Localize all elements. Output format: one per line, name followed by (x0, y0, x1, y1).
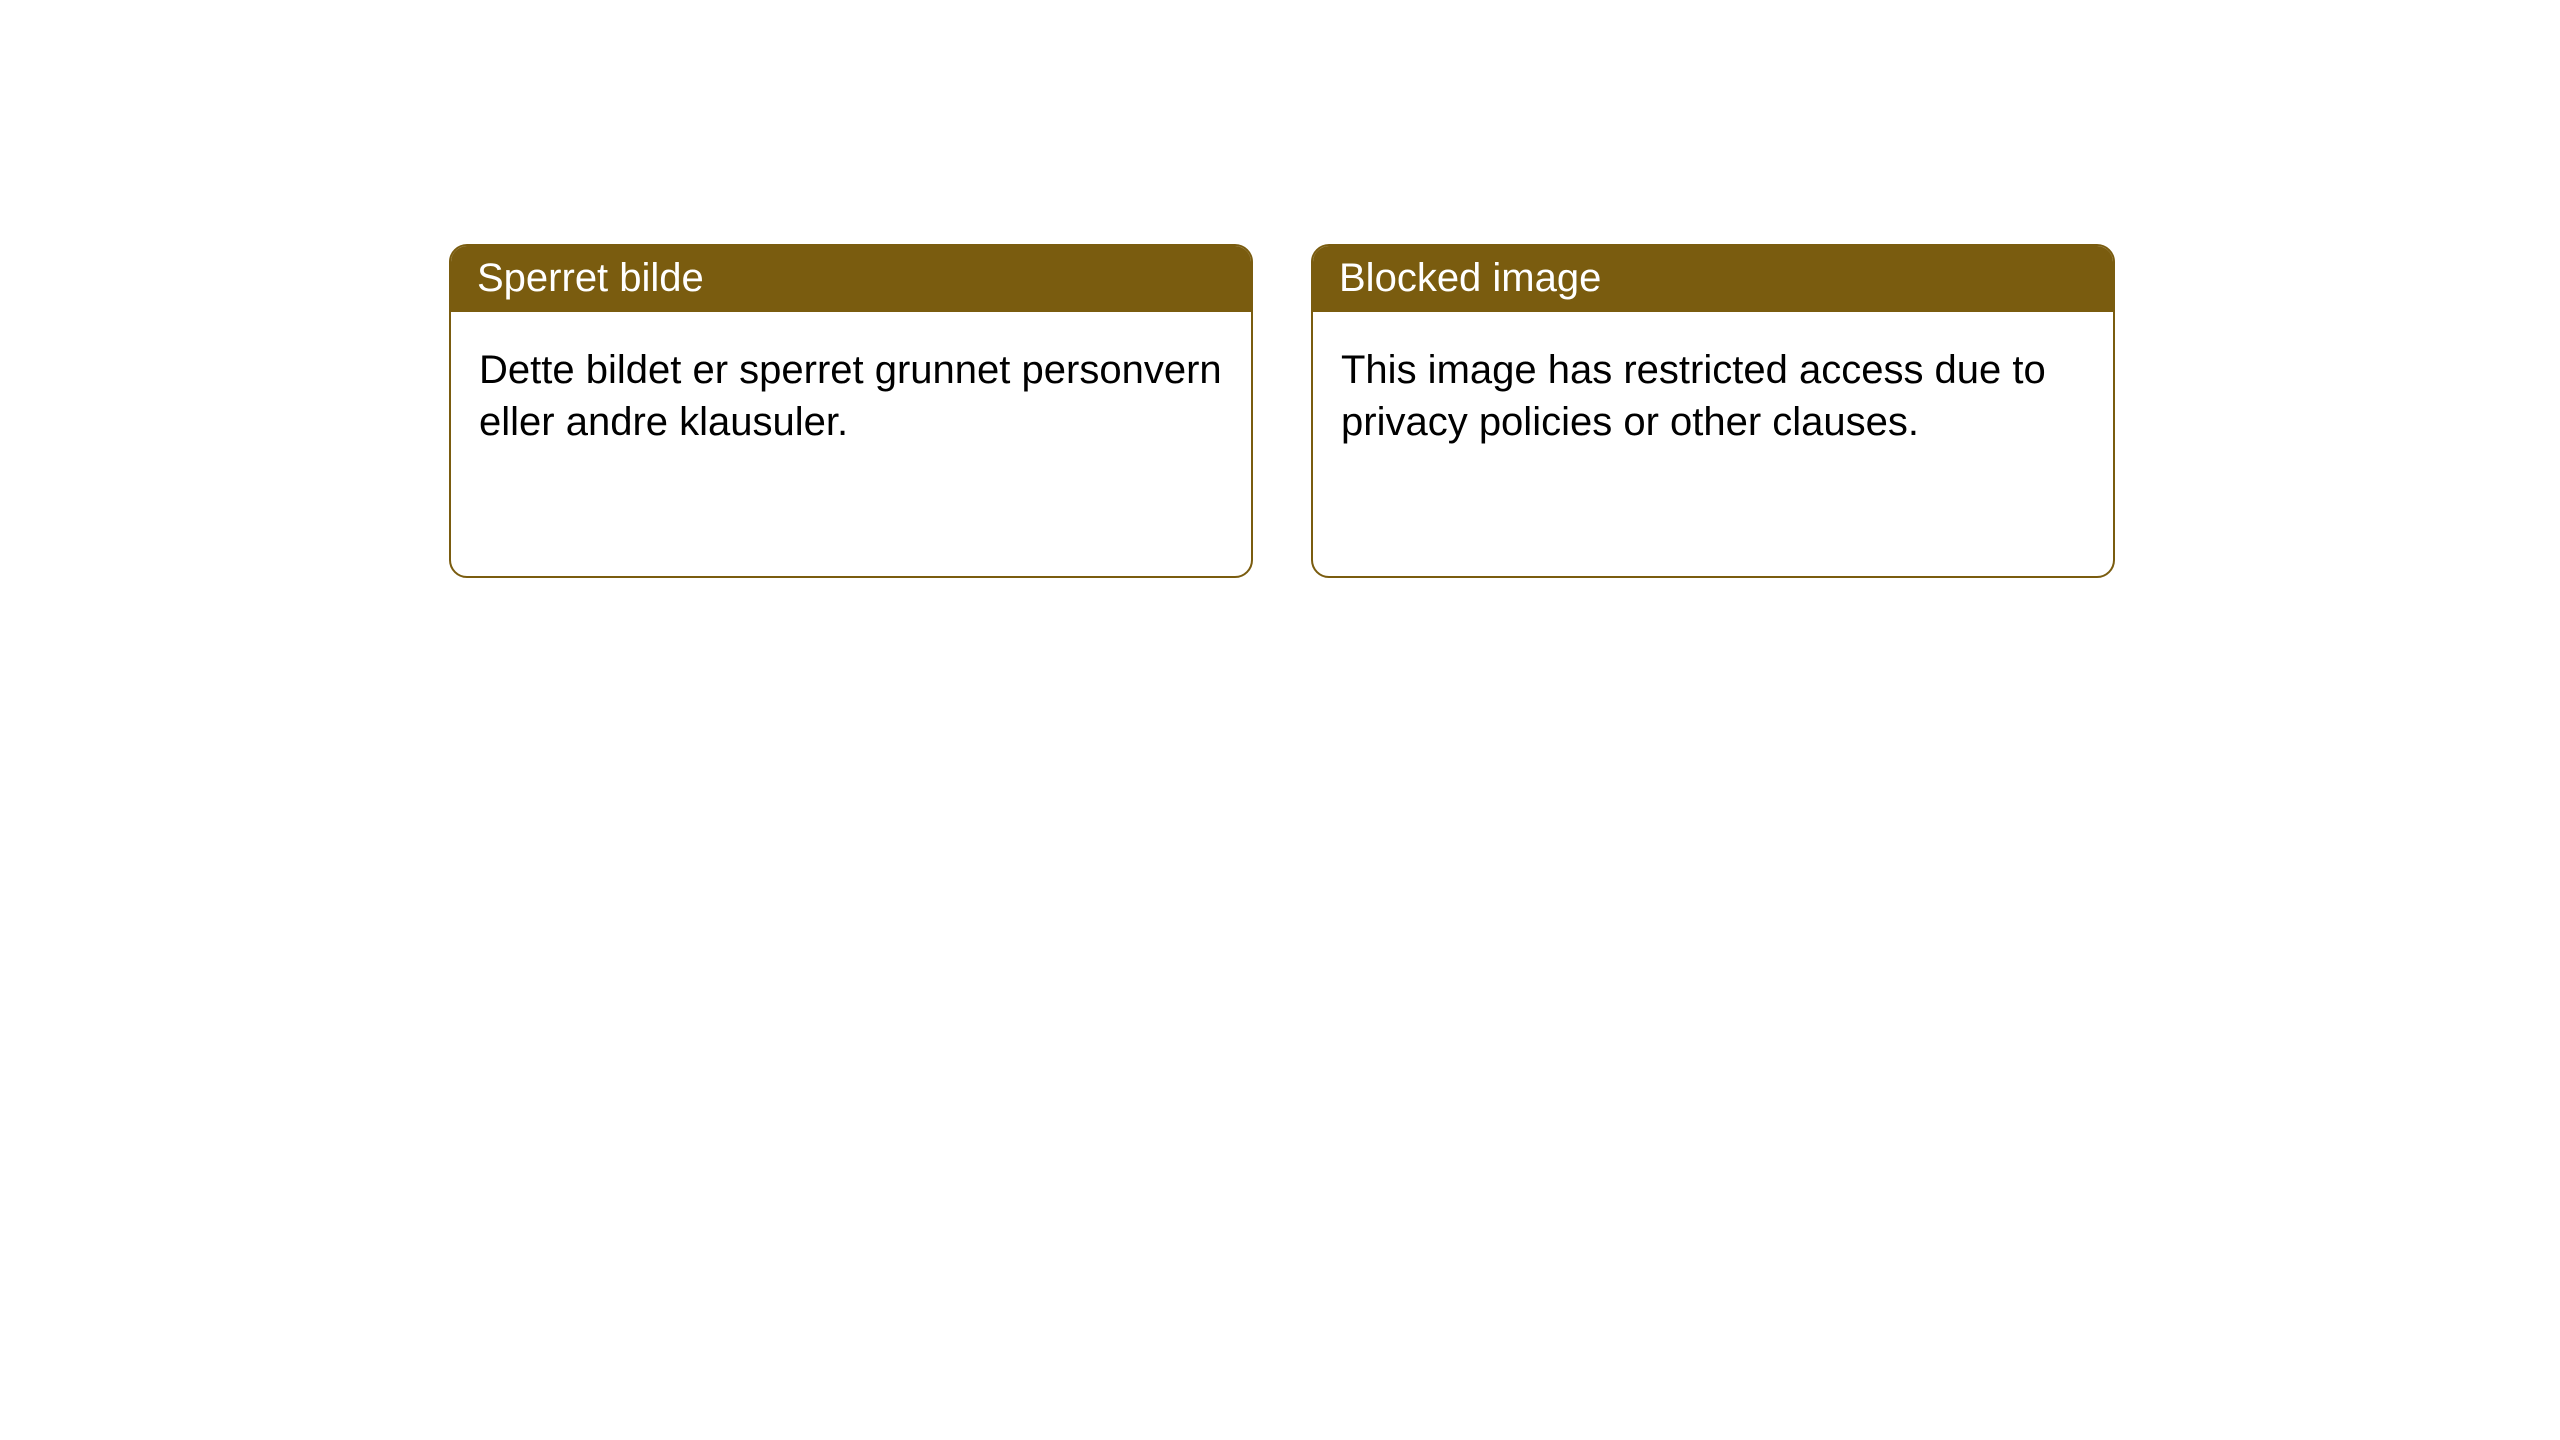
blocked-image-notices: Sperret bilde Dette bildet er sperret gr… (449, 244, 2115, 578)
card-body-english: This image has restricted access due to … (1313, 312, 2113, 480)
card-body-norwegian: Dette bildet er sperret grunnet personve… (451, 312, 1251, 480)
card-header-norwegian: Sperret bilde (451, 246, 1251, 312)
notice-card-norwegian: Sperret bilde Dette bildet er sperret gr… (449, 244, 1253, 578)
card-header-english: Blocked image (1313, 246, 2113, 312)
notice-card-english: Blocked image This image has restricted … (1311, 244, 2115, 578)
